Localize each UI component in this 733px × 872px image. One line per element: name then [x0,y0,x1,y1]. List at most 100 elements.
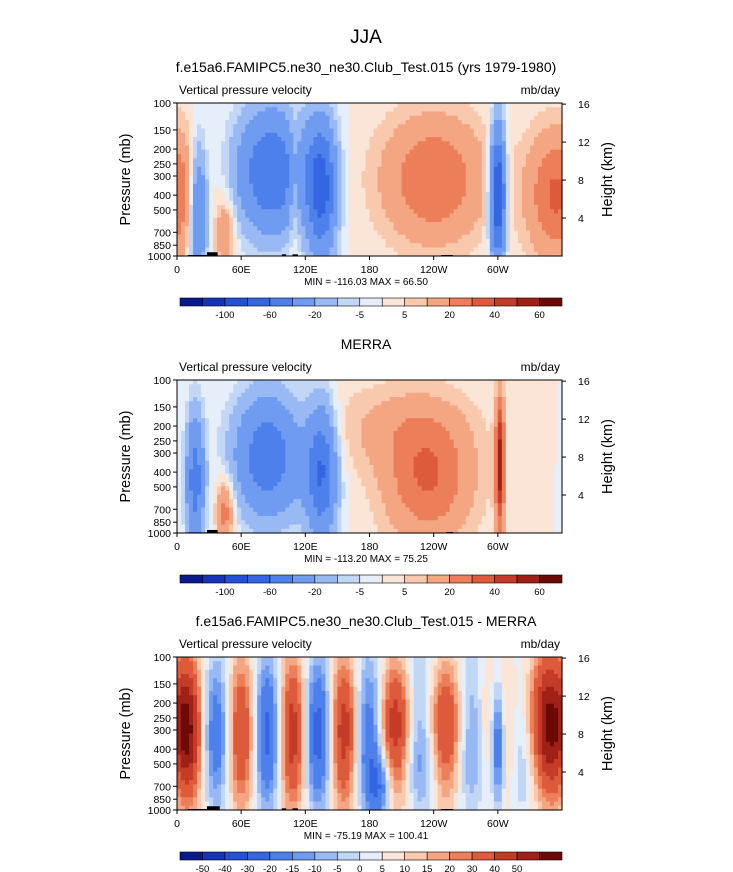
field-cell [477,132,483,138]
field-cell [357,234,363,240]
field-cell [209,388,214,394]
field-cell [269,200,274,206]
field-cell [389,179,395,185]
field-cell [557,422,563,428]
field-cell [361,243,367,249]
field-cell [333,431,339,436]
field-cell [273,188,278,193]
field-cell [289,141,294,147]
field-cell [277,192,282,198]
field-cell [529,175,535,181]
field-cell [545,243,551,249]
field-cell [541,397,547,402]
field-cell [489,196,495,202]
field-cell [197,154,202,159]
field-cell [521,397,527,402]
field-cell [465,132,471,138]
field-cell [233,380,238,385]
field-cell [509,188,515,193]
field-cell [441,426,447,432]
field-cell [257,141,262,147]
field-cell [229,234,234,240]
field-cell [377,222,383,227]
field-cell [469,179,475,185]
field-cell [213,158,218,164]
field-cell [389,166,395,172]
field-cell [297,192,302,198]
field-cell [225,217,230,223]
field-cell [545,158,551,164]
field-cell [353,397,359,402]
field-cell [193,205,198,210]
field-cell [481,409,487,415]
field-cell [541,380,547,385]
field-cell [465,166,471,172]
field-cell [201,154,206,159]
field-cell [405,226,411,232]
field-cell [277,435,282,441]
field-cell [333,175,339,181]
field-cell [265,209,270,215]
field-cell [213,209,218,215]
field-cell [457,409,463,415]
field-cell [469,175,475,181]
field-cell [393,183,399,189]
field-cell [317,247,322,253]
field-cell [301,158,306,164]
field-cell [377,435,383,441]
field-cell [305,380,310,385]
field-cell [189,128,194,134]
field-cell [553,196,559,202]
field-cell [513,213,519,219]
field-cell [481,192,487,198]
height-tick-label: 16 [578,99,590,111]
field-cell [525,243,531,249]
field-cell [317,384,322,390]
field-cell [341,226,347,232]
field-cell [217,179,222,185]
field-cell [217,422,222,428]
field-cell [477,380,483,385]
field-cell [465,239,471,244]
field-cell [369,251,375,257]
field-cell [325,439,330,445]
field-cell [229,175,234,181]
field-cell [473,120,479,125]
field-cell [253,175,258,181]
field-cell [445,115,451,121]
field-cell [253,239,258,244]
field-cell [505,405,511,411]
field-cell [373,234,379,240]
field-cell [305,222,310,227]
field-cell [377,120,383,125]
field-cell [333,188,339,193]
field-cell [201,188,206,193]
field-cell [229,200,234,206]
field-cell [277,107,282,113]
field-cell [441,388,447,394]
field-cell [341,111,347,117]
field-cell [421,388,427,394]
field-cell [253,183,258,189]
field-cell [205,443,210,449]
field-cell [385,234,391,240]
field-cell [525,128,531,134]
field-cell [193,111,198,117]
field-cell [473,171,479,176]
field-cell [329,124,335,130]
field-cell [537,188,543,193]
field-cell [381,132,387,138]
field-cell [473,175,479,181]
field-cell [241,179,246,185]
field-cell [545,111,551,117]
field-cell [417,141,423,147]
field-cell [513,188,519,193]
field-cell [225,439,230,445]
field-cell [393,392,399,398]
field-cell [533,213,539,219]
field-cell [185,149,190,155]
field-cell [525,247,531,253]
field-cell [357,124,363,130]
field-cell [337,175,343,181]
field-cell [245,418,250,424]
